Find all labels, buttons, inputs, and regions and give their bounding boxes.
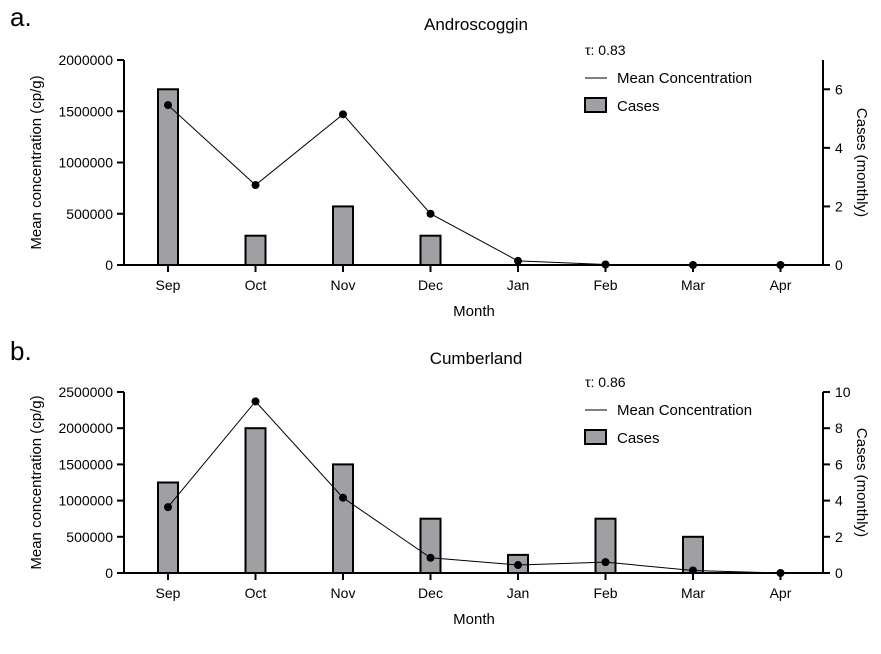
- chart-panel-2: b. Cumberland 0 500000 1000000 1500000 2000000…: [10, 336, 870, 628]
- legend-label-bars: Cases: [617, 98, 660, 115]
- point-mean-concentration-jan: [514, 561, 522, 570]
- chart-title: Androscoggin: [424, 15, 528, 34]
- y2-tick-label: 6: [835, 81, 843, 97]
- y2-tick-label: 4: [835, 140, 843, 156]
- y2-tick-label: 10: [835, 384, 851, 400]
- x-tick-label: Oct: [245, 585, 267, 601]
- x-tick-label: Dec: [418, 277, 443, 293]
- y-axis-title: Mean concentration (cp/g): [28, 395, 45, 569]
- x-axis-title: Month: [453, 611, 495, 628]
- line-mean-concentration: [167, 400, 781, 574]
- y-tick-label: 1500000: [58, 456, 113, 472]
- legend-label-line: Mean Concentration: [617, 402, 752, 419]
- point-mean-concentration-feb: [601, 558, 610, 567]
- y-tick-label: 2000000: [58, 420, 113, 436]
- x-tick-label: Feb: [593, 585, 617, 601]
- x-tick-label: Dec: [418, 585, 443, 601]
- x-tick-label: Apr: [770, 277, 792, 293]
- y2-tick-label: 8: [835, 420, 843, 436]
- x-tick-label: Nov: [331, 585, 356, 601]
- bar-cases-nov: [332, 463, 354, 574]
- panel-label: b.: [10, 336, 32, 366]
- bar-cases-sep: [157, 88, 179, 266]
- x-tick-label: Mar: [681, 277, 705, 293]
- legend-bar-swatch: [584, 429, 607, 445]
- bar-cases-dec: [419, 517, 442, 575]
- point-mean-concentration-oct: [251, 181, 260, 190]
- tau-annotation: τ: 0.83: [585, 42, 626, 58]
- bar-cases-dec: [419, 234, 442, 266]
- x-tick-label: Jan: [507, 585, 530, 601]
- y-tick-label: 2500000: [58, 384, 113, 400]
- x-tick-label: Sep: [156, 585, 181, 601]
- y-tick-label: 1000000: [58, 493, 113, 509]
- point-mean-concentration-oct: [251, 397, 260, 406]
- y2-tick-label: 4: [835, 493, 843, 509]
- bar-cases-oct: [244, 427, 267, 575]
- x-tick-label: Oct: [245, 277, 267, 293]
- panel-label: a.: [10, 2, 32, 32]
- chart-title: Cumberland: [430, 349, 523, 368]
- point-mean-concentration-jan: [514, 256, 522, 265]
- x-tick-label: Jan: [507, 277, 530, 293]
- point-mean-concentration-sep: [164, 101, 172, 110]
- point-mean-concentration-nov: [339, 110, 347, 119]
- y2-tick-label: 0: [835, 565, 843, 581]
- legend-label-bars: Cases: [617, 430, 660, 447]
- y-tick-label: 500000: [66, 529, 113, 545]
- x-tick-label: Sep: [156, 277, 181, 293]
- legend-bar-swatch: [584, 97, 607, 113]
- x-tick-label: Mar: [681, 585, 705, 601]
- y2-tick-label: 2: [835, 529, 843, 545]
- y2-tick-label: 6: [835, 456, 843, 472]
- bar-cases-oct: [244, 234, 267, 266]
- tau-annotation: τ: 0.86: [585, 374, 626, 390]
- y2-tick-label: 2: [835, 198, 843, 214]
- y-tick-label: 0: [105, 257, 113, 273]
- x-tick-label: Feb: [593, 277, 617, 293]
- x-tick-label: Nov: [331, 277, 356, 293]
- y-tick-label: 1500000: [58, 103, 113, 119]
- point-mean-concentration-dec: [426, 553, 435, 562]
- point-mean-concentration-nov: [339, 493, 347, 502]
- y2-axis-title: Cases (monthly): [853, 428, 870, 537]
- y-tick-label: 2000000: [58, 52, 113, 68]
- bar-cases-sep: [157, 481, 179, 574]
- y-axis-title: Mean concentration (cp/g): [28, 75, 45, 249]
- point-mean-concentration-sep: [164, 503, 172, 512]
- x-tick-label: Apr: [770, 585, 792, 601]
- y-tick-label: 500000: [66, 206, 113, 222]
- y-tick-label: 1000000: [58, 155, 113, 171]
- y2-tick-label: 0: [835, 257, 843, 273]
- point-mean-concentration-dec: [426, 209, 435, 218]
- x-axis-title: Month: [453, 303, 495, 320]
- legend-label-line: Mean Concentration: [617, 70, 752, 87]
- bar-cases-nov: [332, 205, 354, 267]
- chart-panel-1: a. Androscoggin 0 500000 1000000 1500000 20000…: [10, 2, 870, 320]
- y2-axis-title: Cases (monthly): [853, 108, 870, 217]
- y-tick-label: 0: [105, 565, 113, 581]
